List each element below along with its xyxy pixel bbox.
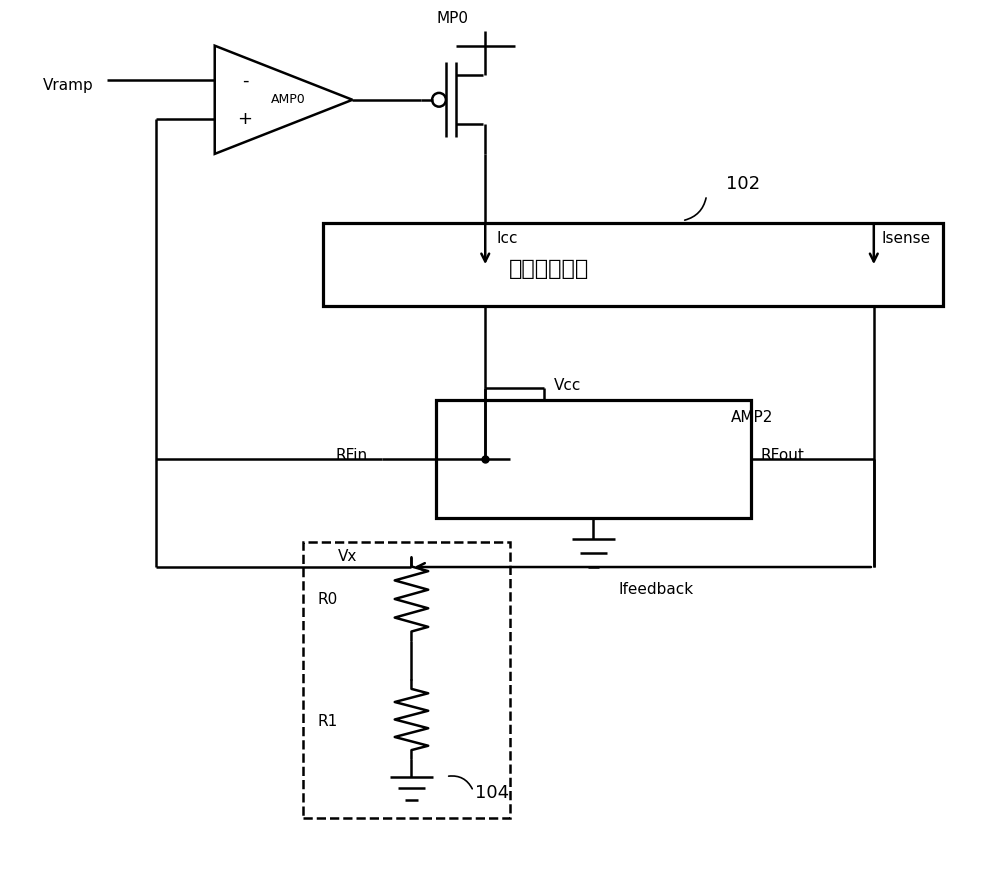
Text: RFout: RFout: [761, 448, 805, 463]
Bar: [303, 543, 510, 818]
Text: Isense: Isense: [882, 231, 931, 246]
Text: Ifeedback: Ifeedback: [618, 582, 693, 597]
Bar: [323, 223, 943, 307]
Text: Vx: Vx: [338, 549, 357, 564]
Text: RFin: RFin: [335, 448, 367, 463]
Text: R1: R1: [317, 714, 338, 729]
Text: 电流采样模块: 电流采样模块: [509, 259, 589, 279]
Text: MP0: MP0: [436, 11, 468, 26]
Text: Vramp: Vramp: [43, 78, 93, 93]
Text: R0: R0: [317, 592, 338, 607]
Text: AMP0: AMP0: [271, 94, 306, 107]
Text: -: -: [242, 72, 248, 89]
Text: AMP2: AMP2: [731, 410, 774, 425]
Text: Vcc: Vcc: [554, 378, 581, 393]
Text: 104: 104: [475, 784, 510, 802]
Text: +: +: [238, 110, 253, 128]
Bar: [436, 399, 751, 518]
FancyArrowPatch shape: [449, 776, 472, 789]
Text: Icc: Icc: [496, 231, 518, 246]
Text: 102: 102: [726, 175, 760, 193]
FancyArrowPatch shape: [685, 198, 706, 220]
